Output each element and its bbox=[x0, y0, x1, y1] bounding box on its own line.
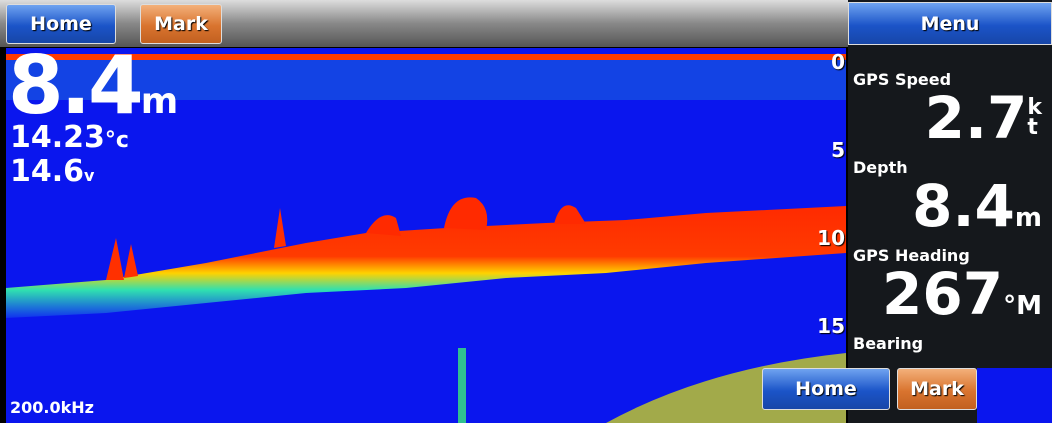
depth-tick-label: 5 bbox=[831, 138, 845, 162]
field-unit: m bbox=[1014, 203, 1042, 233]
overlay-panel bbox=[977, 368, 1052, 423]
fish-arch bbox=[554, 205, 586, 224]
menu-button[interactable]: Menu bbox=[848, 2, 1052, 45]
field-value: 267 bbox=[882, 260, 1004, 328]
field-value-row: 8.4 m bbox=[912, 174, 1042, 238]
voltage-value: 14.6 bbox=[10, 154, 85, 189]
bottom-return bbox=[6, 206, 846, 318]
surface-line bbox=[6, 54, 846, 60]
sidebar bbox=[848, 0, 1052, 423]
field-value-row: 267 °M bbox=[882, 262, 1042, 326]
surface-clutter bbox=[6, 60, 846, 100]
frequency: 200.0kHz bbox=[10, 398, 94, 417]
mark-button[interactable]: Mark bbox=[140, 4, 222, 44]
temperature-unit: °c bbox=[104, 128, 129, 153]
depth-unit: m bbox=[140, 81, 178, 122]
fish-arch bbox=[444, 197, 488, 230]
depth-tick-label: 10 bbox=[817, 226, 845, 250]
field-label: Depth bbox=[853, 158, 908, 177]
clutter bbox=[458, 348, 466, 423]
overlay-mark-button[interactable]: Mark bbox=[897, 368, 977, 410]
fish-arch bbox=[366, 215, 401, 236]
field-unit-bottom: t bbox=[1027, 115, 1038, 140]
field-label: Bearing bbox=[853, 334, 924, 353]
field-value-row: 2.7 k t bbox=[925, 86, 1042, 150]
field-value: 2.7 bbox=[924, 84, 1028, 152]
temperature-value: 14.23 bbox=[10, 120, 105, 155]
voltage-unit: v bbox=[84, 166, 95, 185]
depth-tick-label: 15 bbox=[817, 314, 845, 338]
depth-value: 8.4 bbox=[8, 39, 144, 132]
field-value: 8.4 bbox=[912, 172, 1015, 240]
depth-readout: 8.4m bbox=[8, 46, 178, 142]
field-label: GPS Heading bbox=[853, 246, 970, 265]
field-label: GPS Speed bbox=[853, 70, 952, 89]
field-unit: °M bbox=[1003, 291, 1042, 321]
field-unit-top: k bbox=[1027, 95, 1042, 120]
depth-tick-label: 0 bbox=[831, 50, 845, 74]
sonar-view bbox=[6, 48, 846, 423]
home-button[interactable]: Home bbox=[6, 4, 116, 44]
overlay-home-button[interactable]: Home bbox=[762, 368, 890, 410]
temperature-readout: 14.23°c bbox=[10, 122, 129, 157]
voltage-readout: 14.6v bbox=[10, 156, 94, 192]
